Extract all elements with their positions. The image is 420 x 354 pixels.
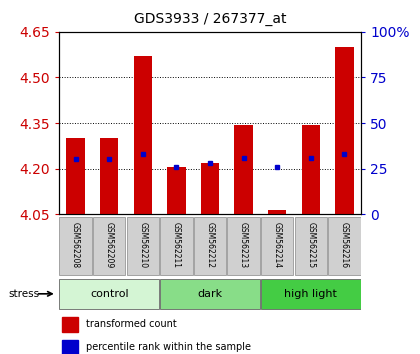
- Bar: [335, 47, 354, 214]
- Bar: [201, 162, 219, 214]
- Text: control: control: [90, 289, 129, 299]
- Text: GDS3933 / 267377_at: GDS3933 / 267377_at: [134, 12, 286, 27]
- Bar: [261, 217, 293, 275]
- Bar: [59, 279, 160, 309]
- Bar: [268, 210, 286, 214]
- Bar: [260, 279, 361, 309]
- Bar: [66, 138, 85, 214]
- Bar: [62, 340, 79, 354]
- Text: GSM562214: GSM562214: [273, 222, 282, 268]
- Text: GSM562208: GSM562208: [71, 222, 80, 268]
- Text: GSM562211: GSM562211: [172, 222, 181, 268]
- Text: percentile rank within the sample: percentile rank within the sample: [86, 342, 251, 352]
- Bar: [93, 217, 125, 275]
- Bar: [160, 217, 192, 275]
- Bar: [127, 217, 159, 275]
- Bar: [328, 217, 360, 275]
- Text: transformed count: transformed count: [86, 319, 177, 329]
- Text: GSM562213: GSM562213: [239, 222, 248, 268]
- Text: GSM562210: GSM562210: [138, 222, 147, 268]
- Bar: [295, 217, 327, 275]
- Text: GSM562212: GSM562212: [205, 222, 215, 268]
- Bar: [234, 125, 253, 214]
- Text: GSM562216: GSM562216: [340, 222, 349, 268]
- Bar: [167, 167, 186, 214]
- Bar: [100, 138, 118, 214]
- Bar: [194, 217, 226, 275]
- Text: GSM562215: GSM562215: [306, 222, 315, 268]
- Bar: [134, 56, 152, 214]
- Text: GSM562209: GSM562209: [105, 222, 114, 268]
- Bar: [302, 125, 320, 214]
- Bar: [228, 217, 260, 275]
- Text: dark: dark: [197, 289, 223, 299]
- Text: stress: stress: [8, 289, 39, 299]
- Bar: [62, 317, 79, 332]
- Text: high light: high light: [284, 289, 337, 299]
- Bar: [60, 217, 92, 275]
- Bar: [160, 279, 260, 309]
